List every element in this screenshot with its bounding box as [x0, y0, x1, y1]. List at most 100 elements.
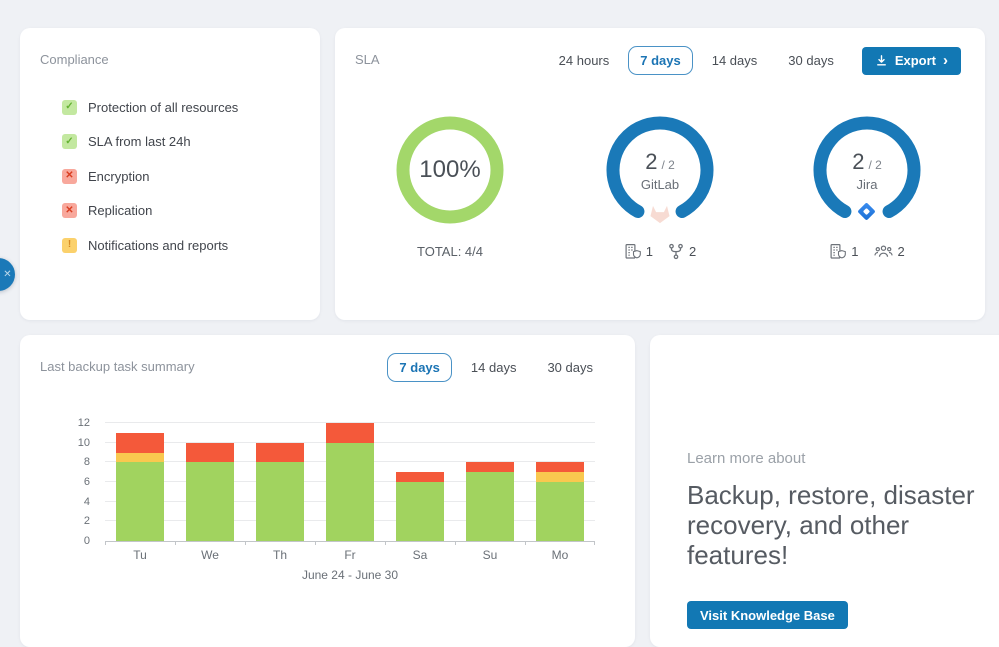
check-icon: ✓ [62, 99, 77, 115]
y-tick-label: 4 [83, 495, 90, 508]
backup-filter-7-days[interactable]: 7 days [387, 353, 452, 382]
gridline [105, 422, 595, 423]
gitlab-icon [650, 205, 670, 224]
compliance-item-label: Replication [88, 203, 153, 219]
check-icon: ✓ [62, 134, 77, 150]
backup-header-controls: 7 days 14 days 30 days [380, 353, 605, 382]
axis-tick [245, 541, 246, 545]
learn-eyebrow: Learn more about [687, 450, 806, 467]
sla-filter-7-days[interactable]: 7 days [628, 46, 693, 75]
bar-segment-warning [536, 472, 584, 482]
x-axis-caption: June 24 - June 30 [301, 568, 399, 582]
compliance-item: ! Notifications and reports [62, 228, 238, 263]
x-tick-label: We [201, 548, 219, 562]
backup-summary-card: Last backup task summary 7 days 14 days 30… [20, 335, 635, 647]
y-tick-label: 0 [83, 535, 90, 547]
stat-repositories: 2 [668, 243, 696, 260]
total-donut-value: 100% [419, 156, 481, 183]
sla-time-filters: 24 hours 7 days 14 days 30 days [540, 46, 846, 75]
export-button[interactable]: Export › [861, 46, 961, 75]
gitlab-donut: 2/ 2 GitLab [605, 115, 715, 225]
bar-segment-failed [466, 462, 514, 473]
visit-knowledge-base-label: Visit Knowledge Base [700, 607, 835, 623]
visit-knowledge-base-button[interactable]: Visit Knowledge Base [687, 601, 848, 629]
stat-value: 1 [851, 243, 859, 259]
y-tick-label: 10 [77, 436, 90, 449]
x-axis-labels: Tu We Th Fr Sa Su Mo [105, 548, 595, 564]
bar-segment-failed [326, 423, 374, 443]
x-tick-label: Su [482, 548, 498, 562]
backup-filter-30-days[interactable]: 30 days [547, 360, 593, 375]
sla-total-donut-group: 100% TOTAL: 4/4 [360, 115, 540, 259]
bar-segment-successful [466, 472, 514, 541]
axis-tick [175, 541, 176, 545]
bar-segment-successful [256, 462, 304, 541]
total-donut-caption: TOTAL: 4/4 [417, 244, 483, 259]
warning-icon: ! [62, 237, 77, 253]
stat-organization: 1 [829, 243, 859, 260]
export-label: Export [894, 53, 936, 68]
bar-segment-failed [186, 442, 234, 463]
axis-tick [385, 541, 386, 545]
compliance-item-label: Notifications and reports [88, 237, 229, 253]
gitlab-donut-total: / 2 [661, 157, 675, 172]
sla-card: SLA 24 hours 7 days 14 days 30 days Export … [335, 28, 985, 320]
stat-users: 2 [873, 243, 905, 259]
gitlab-donut-label: GitLab [640, 176, 680, 192]
x-tick-label: Tu [133, 548, 147, 562]
compliance-item-label: SLA from last 24h [88, 134, 191, 150]
learn-heading: Backup, restore, disaster recovery, and … [687, 480, 975, 570]
compliance-item: ✕ Encryption [62, 159, 238, 194]
users-icon [873, 244, 893, 259]
sla-filter-24-hours[interactable]: 24 hours [558, 53, 610, 68]
sla-filter-14-days[interactable]: 14 days [711, 53, 758, 68]
jira-donut-ring [813, 116, 921, 218]
backup-time-filters: 7 days 14 days 30 days [380, 353, 605, 382]
cross-icon: ✕ [62, 168, 77, 184]
compliance-card: Compliance ✓ Protection of all resources ✓… [20, 28, 320, 320]
y-axis-labels: 0 2 4 6 8 10 12 [62, 417, 98, 547]
close-icon: ✕ [3, 269, 12, 280]
sla-filter-30-days[interactable]: 30 days [788, 53, 834, 68]
x-tick-label: Mo [551, 548, 569, 562]
bar-segment-successful [116, 462, 164, 541]
jira-donut: 2/ 2 Jira [812, 115, 922, 225]
bar-segment-successful [186, 462, 234, 541]
stat-value: 2 [897, 243, 905, 259]
cross-icon: ✕ [62, 203, 77, 219]
compliance-title: Compliance [40, 52, 109, 67]
organization-icon [624, 243, 641, 260]
y-tick-label: 2 [83, 515, 90, 528]
y-tick-label: 12 [77, 417, 90, 429]
bar-chart-plot [105, 422, 595, 545]
y-tick-label: 8 [83, 456, 90, 469]
jira-donut-label: Jira [856, 176, 878, 192]
compliance-item: ✓ SLA from last 24h [62, 125, 238, 160]
download-icon [875, 54, 888, 67]
stat-value: 1 [645, 243, 653, 259]
backup-filter-14-days[interactable]: 14 days [470, 360, 517, 375]
bar-segment-failed [116, 432, 164, 453]
jira-donut-total: / 2 [868, 157, 882, 172]
bar-segment-warning [116, 452, 164, 463]
bar-segment-failed [396, 472, 444, 482]
bar-segment-successful [536, 482, 584, 541]
compliance-item-label: Protection of all resources [88, 99, 239, 115]
bar-segment-successful [396, 482, 444, 541]
stat-value: 2 [689, 243, 697, 259]
compliance-item-label: Encryption [88, 168, 150, 184]
compliance-list: ✓ Protection of all resources ✓ SLA from la… [62, 90, 238, 263]
compliance-item: ✕ Replication [62, 194, 238, 229]
bar-segment-failed [256, 442, 304, 463]
stat-organization: 1 [624, 243, 653, 260]
sidebar-collapse-toggle[interactable]: ✕ [0, 258, 15, 291]
gitlab-donut-ring [606, 116, 714, 218]
compliance-item: ✓ Protection of all resources [62, 90, 238, 125]
axis-tick [105, 541, 106, 545]
repositories-icon [668, 243, 684, 260]
jira-donut-value: 2 [852, 148, 865, 174]
axis-tick [455, 541, 456, 545]
x-tick-label: Th [272, 548, 287, 562]
